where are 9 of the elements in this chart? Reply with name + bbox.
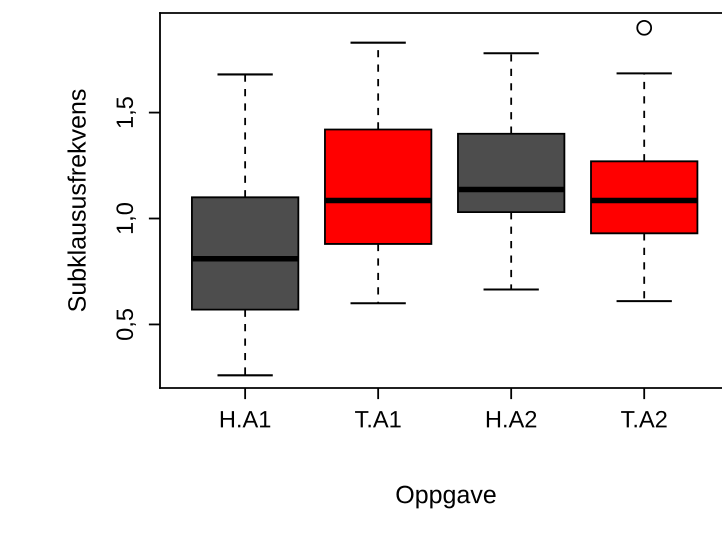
y-tick-label: 0,5 xyxy=(116,309,136,340)
x-tick-label: T.A2 xyxy=(621,410,667,428)
x-tick-label: H.A2 xyxy=(486,410,536,428)
y-axis-title: Subklaususfrekvens xyxy=(67,90,86,312)
x-axis-title: Oppgave xyxy=(396,486,496,508)
x-tick-label: H.A1 xyxy=(220,411,270,428)
y-tick-label: 1,5 xyxy=(116,97,136,128)
y-tick-label: 1,0 xyxy=(116,203,136,234)
x-tick-label: T.A1 xyxy=(355,411,401,428)
